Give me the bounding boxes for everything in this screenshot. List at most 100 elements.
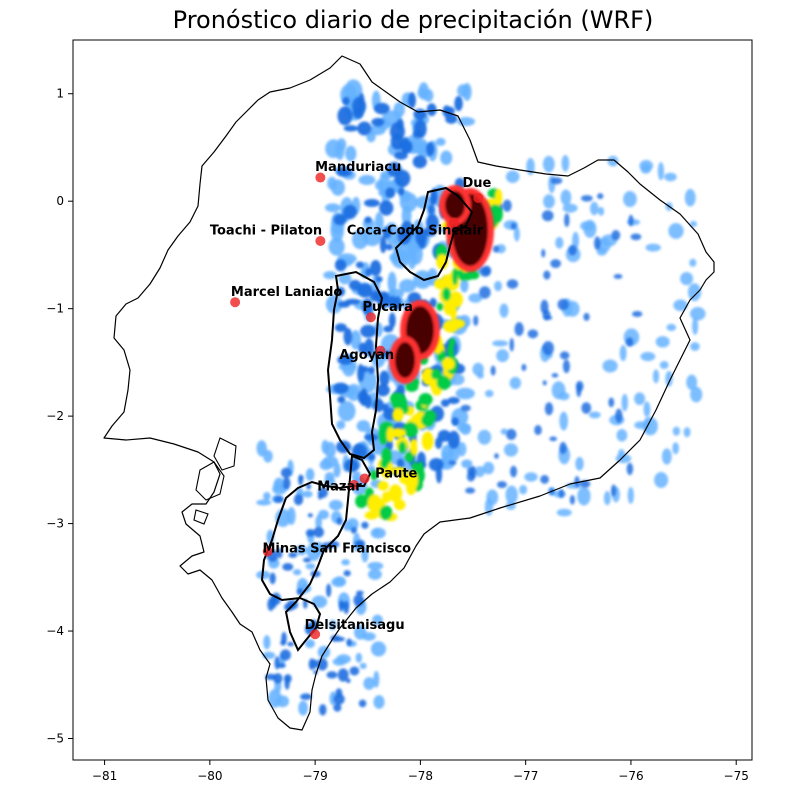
country-outline — [103, 55, 715, 731]
precip-cell — [358, 93, 365, 109]
precip-cell — [476, 371, 484, 379]
precip-cell — [326, 583, 332, 598]
precip-cell — [356, 420, 371, 432]
precip-cell — [298, 700, 308, 716]
precip-cell — [411, 414, 422, 424]
precip-cell — [558, 489, 565, 498]
precip-cell — [333, 636, 345, 642]
precip-cell — [454, 95, 463, 112]
precip-cell — [393, 499, 406, 511]
y-tick-label: −1 — [46, 302, 64, 316]
precip-cell — [639, 160, 654, 172]
precip-cell — [457, 442, 467, 457]
precip-cell — [339, 601, 346, 608]
y-tick-label: 1 — [56, 87, 64, 101]
station-marker — [359, 473, 370, 484]
precip-cell — [559, 411, 569, 431]
precip-cell — [481, 265, 492, 276]
precip-cell — [336, 517, 343, 525]
precip-cell — [690, 386, 703, 403]
station: Marcel Laniado — [230, 285, 342, 308]
precip-cell — [440, 399, 450, 407]
precip-cell — [377, 480, 389, 491]
x-tick-label: −81 — [92, 769, 117, 783]
station-marker — [375, 345, 386, 356]
precip-cell — [540, 474, 549, 484]
station-label: Agoyan — [339, 348, 394, 363]
precip-cell — [334, 323, 347, 333]
precip-cell — [385, 243, 394, 251]
precip-cell — [392, 408, 404, 422]
precip-cell — [353, 594, 364, 607]
x-tick-label: −75 — [724, 769, 749, 783]
precip-cell — [490, 365, 496, 376]
precip-cell — [379, 370, 390, 387]
precip-cell — [608, 397, 615, 408]
precip-cell — [514, 322, 524, 337]
precip-cell — [494, 280, 503, 292]
precip-cell — [589, 201, 599, 216]
station: Mazar — [317, 479, 362, 494]
precip-cell — [436, 375, 451, 391]
precip-cell — [583, 219, 597, 238]
precip-cell — [388, 295, 397, 309]
precip-cell — [496, 349, 509, 363]
precip-cell — [374, 102, 390, 115]
precip-cell — [283, 674, 292, 683]
precip-cell — [336, 420, 346, 430]
precip-cell — [645, 243, 661, 252]
precip-cell — [640, 351, 656, 362]
precip-cell — [503, 443, 519, 457]
precip-cell — [372, 614, 383, 626]
precip-cell — [313, 526, 325, 538]
precip-cell — [370, 469, 378, 481]
precip-cell — [368, 366, 375, 374]
precip-cell — [357, 390, 369, 405]
precip-cell — [479, 286, 491, 299]
precip-cell — [263, 635, 271, 650]
precip-cell — [287, 507, 296, 525]
precip-cell — [364, 216, 372, 224]
precip-cell — [333, 693, 345, 705]
precip-cell — [557, 298, 569, 311]
precip-cell — [280, 639, 286, 646]
precip-cell — [607, 155, 619, 167]
precip-cell — [272, 483, 287, 495]
precip-cell — [460, 278, 469, 293]
precip-cell — [562, 359, 570, 374]
precip-cell — [358, 699, 367, 708]
precip-cell — [630, 233, 642, 241]
precip-cell — [434, 437, 443, 450]
precip-cell — [426, 103, 437, 117]
precip-cell — [397, 187, 405, 196]
precip-cell — [611, 230, 621, 241]
precip-cell — [561, 154, 570, 172]
precip-cell — [343, 570, 351, 577]
precip-cell — [415, 195, 434, 210]
precip-cell — [683, 427, 691, 438]
precip-cell — [568, 244, 577, 256]
precip-cell — [329, 619, 337, 631]
precip-cell — [302, 490, 313, 498]
precip-cell — [355, 494, 368, 509]
precip-cell — [544, 402, 554, 416]
precip-cell — [680, 271, 694, 286]
precip-cell — [337, 106, 353, 126]
station: Due — [463, 176, 492, 203]
precip-cell — [355, 261, 365, 269]
precip-cell — [502, 199, 512, 212]
precip-cell — [404, 451, 415, 463]
precip-cell — [442, 105, 452, 118]
precip-cell — [391, 467, 407, 476]
precip-cell — [325, 294, 343, 314]
precip-cell — [447, 430, 460, 449]
precip-cell — [293, 494, 304, 506]
station-marker — [349, 479, 360, 490]
precip-cell — [603, 491, 611, 506]
precip-cell — [335, 142, 345, 160]
precip-cell — [541, 248, 546, 258]
precip-cell — [325, 203, 341, 213]
precip-cell — [428, 457, 444, 472]
precip-cell — [380, 458, 389, 469]
precip-cell — [461, 271, 474, 281]
